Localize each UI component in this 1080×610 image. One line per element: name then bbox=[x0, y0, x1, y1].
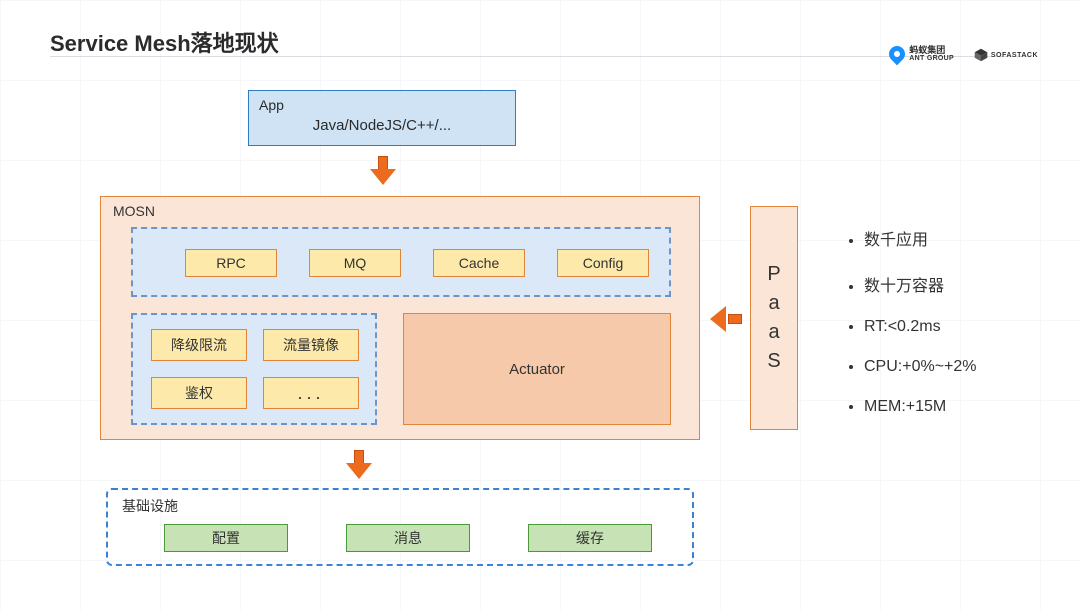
arrow-left-icon bbox=[710, 306, 742, 332]
metric-item: MEM:+15M bbox=[864, 398, 977, 416]
metrics-list: 数千应用 数十万容器 RT:<0.2ms CPU:+0%~+2% MEM:+15… bbox=[846, 226, 977, 438]
features-group: 降级限流 流量镜像 鉴权 ... bbox=[131, 313, 377, 425]
service-mq: MQ bbox=[309, 249, 401, 277]
metric-item: 数千应用 bbox=[864, 226, 977, 250]
paas-letter: a bbox=[768, 321, 779, 344]
ant-group-logo: 蚂蚁集团 ANT GROUP bbox=[889, 46, 954, 62]
feature-more: ... bbox=[263, 377, 359, 409]
paas-letter: a bbox=[768, 292, 779, 315]
metric-item: CPU:+0%~+2% bbox=[864, 358, 977, 376]
service-rpc: RPC bbox=[185, 249, 277, 277]
ant-logo-cn: 蚂蚁集团 bbox=[909, 46, 954, 55]
service-cache: Cache bbox=[433, 249, 525, 277]
page-title: Service Mesh落地现状 bbox=[50, 26, 279, 58]
paas-letter: P bbox=[767, 263, 780, 286]
sofastack-text: SOFASTACK bbox=[991, 52, 1038, 59]
infra-config: 配置 bbox=[164, 524, 288, 552]
feature-ratelimit: 降级限流 bbox=[151, 329, 247, 361]
feature-mirror: 流量镜像 bbox=[263, 329, 359, 361]
app-subtitle: Java/NodeJS/C++/... bbox=[249, 117, 515, 134]
paas-letter: S bbox=[767, 350, 780, 373]
service-config: Config bbox=[557, 249, 649, 277]
actuator-box: Actuator bbox=[403, 313, 671, 425]
infra-cache: 缓存 bbox=[528, 524, 652, 552]
infra-box: 基础设施 配置 消息 缓存 bbox=[106, 488, 694, 566]
arrow-down-icon bbox=[370, 156, 396, 186]
sofastack-icon bbox=[974, 48, 988, 62]
metric-item: 数十万容器 bbox=[864, 272, 977, 296]
ant-logo-en: ANT GROUP bbox=[909, 55, 954, 62]
feature-auth: 鉴权 bbox=[151, 377, 247, 409]
app-title: App bbox=[259, 97, 284, 113]
arrow-down-icon bbox=[346, 450, 372, 480]
title-underline bbox=[50, 56, 1030, 57]
sofastack-logo: SOFASTACK bbox=[974, 48, 1038, 62]
infra-title: 基础设施 bbox=[122, 496, 178, 516]
services-group: RPC MQ Cache Config bbox=[131, 227, 671, 297]
infra-message: 消息 bbox=[346, 524, 470, 552]
mosn-title: MOSN bbox=[113, 203, 155, 219]
metric-item: RT:<0.2ms bbox=[864, 318, 977, 336]
paas-box: P a a S bbox=[750, 206, 798, 430]
ant-logo-icon bbox=[886, 43, 909, 66]
mosn-box: MOSN RPC MQ Cache Config 降级限流 流量镜像 鉴权 ..… bbox=[100, 196, 700, 440]
app-box: App Java/NodeJS/C++/... bbox=[248, 90, 516, 146]
slide: Service Mesh落地现状 蚂蚁集团 ANT GROUP SOFASTAC… bbox=[0, 0, 1080, 610]
